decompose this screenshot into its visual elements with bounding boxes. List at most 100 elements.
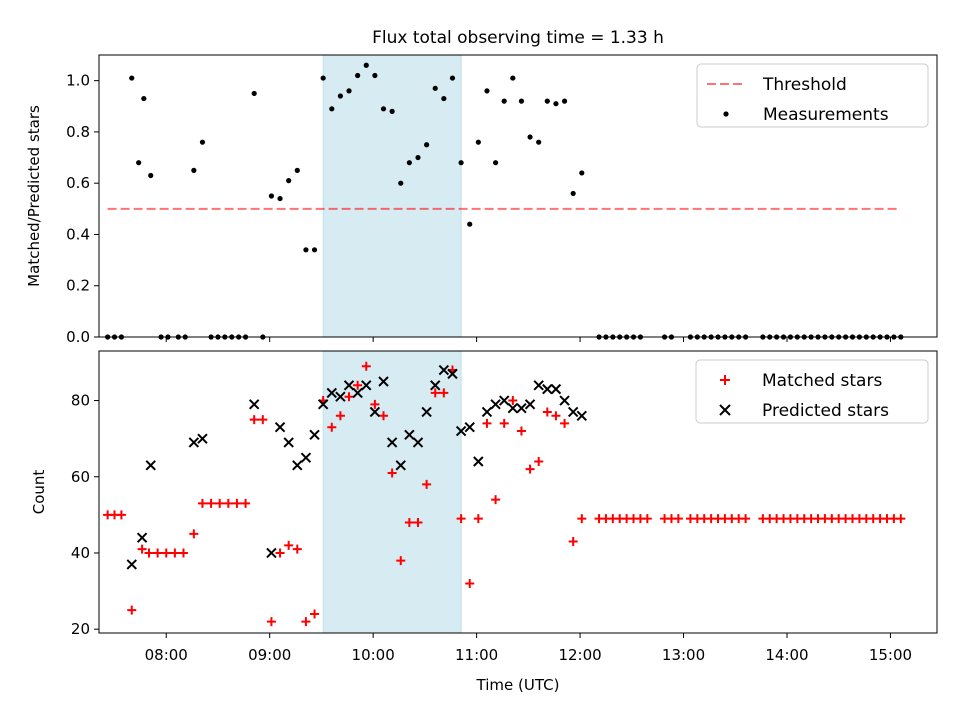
top-panel: 0.0 0.2 0.4 0.6 0.8 1.0 Matched/Predicted star… (25, 54, 938, 346)
data-point (475, 139, 481, 145)
data-point (386, 437, 398, 448)
data-point (353, 380, 363, 390)
data-point (206, 498, 216, 508)
legend-box (695, 359, 929, 424)
data-point (249, 415, 259, 425)
data-point (432, 85, 438, 91)
data-point (292, 544, 302, 554)
data-point (215, 498, 225, 508)
data-point (536, 139, 542, 145)
data-point (553, 101, 559, 107)
y-tick-label: 0.4 (66, 225, 90, 243)
y-tick-label: 0.2 (66, 277, 90, 295)
data-point (286, 178, 292, 184)
data-point (458, 160, 464, 166)
data-point (525, 464, 535, 474)
data-point (361, 361, 371, 371)
data-point (346, 88, 352, 94)
x-axis-label: Time (UTC) (476, 676, 560, 694)
y-tick-label: 1.0 (66, 72, 90, 90)
data-point (396, 556, 406, 566)
data-point (421, 406, 432, 418)
data-point (126, 559, 137, 570)
data-point (481, 406, 493, 418)
x-tick-label: 15:00 (869, 646, 912, 664)
data-point (251, 90, 257, 97)
data-point (369, 406, 381, 418)
y-tick-label: 60 (71, 468, 90, 486)
data-point (188, 437, 200, 448)
data-point (439, 388, 449, 398)
data-point (127, 605, 137, 615)
data-point (337, 93, 343, 99)
data-point (492, 160, 499, 166)
data-point (144, 548, 154, 558)
y-tick-label: 40 (71, 544, 90, 562)
data-point (189, 529, 199, 539)
data-point (430, 388, 440, 398)
axes-frame (98, 54, 938, 338)
legend-marker (720, 375, 730, 385)
data-point (361, 380, 372, 391)
data-point (579, 170, 585, 176)
data-point (673, 514, 683, 524)
data-point (412, 437, 424, 448)
data-point (642, 514, 652, 524)
data-point (561, 98, 568, 104)
data-point (456, 514, 466, 524)
data-point (116, 510, 126, 520)
series-predicted-stars (126, 364, 588, 570)
data-point (507, 402, 519, 414)
data-point (378, 376, 389, 387)
data-point (223, 498, 233, 508)
y-tick-label: 0.6 (66, 174, 90, 192)
data-point (441, 95, 447, 102)
data-point (326, 387, 337, 399)
data-point (484, 88, 490, 94)
data-point (266, 547, 277, 559)
data-point (343, 380, 355, 391)
data-point (178, 548, 188, 558)
data-point (370, 399, 380, 409)
x-tick-label: 11:00 (455, 646, 498, 664)
data-point (467, 221, 473, 227)
data-point (741, 514, 751, 524)
legend-label: Matched stars (762, 371, 882, 391)
data-point (482, 418, 492, 428)
y-tick-label: 20 (71, 620, 90, 638)
data-point (170, 548, 180, 558)
legend: Threshold Measurements (696, 63, 929, 128)
data-point (363, 62, 369, 68)
data-point (465, 578, 475, 588)
data-point (395, 460, 406, 471)
legend-marker (723, 111, 729, 117)
x-tick-label: 09:00 (248, 646, 291, 664)
data-point (473, 456, 484, 467)
data-point (568, 537, 578, 547)
data-point (266, 617, 276, 627)
axes-frame (98, 350, 938, 634)
data-point (534, 457, 544, 467)
data-point (567, 406, 579, 418)
series-matched-stars (103, 361, 906, 627)
data-point (275, 548, 285, 558)
data-point (335, 391, 346, 402)
data-point (491, 495, 501, 505)
data-point (268, 193, 275, 199)
data-point (379, 411, 389, 421)
data-point (559, 395, 570, 406)
legend-box (696, 63, 929, 128)
chart-title: Flux total observing time = 1.33 h (372, 28, 664, 48)
data-point (438, 364, 450, 376)
data-point (153, 548, 163, 558)
data-point (404, 429, 415, 441)
data-point (161, 548, 171, 558)
data-point (274, 422, 286, 433)
data-point (277, 195, 283, 202)
data-point (398, 180, 404, 186)
data-point (241, 498, 251, 508)
data-point (258, 415, 268, 425)
data-point (498, 395, 510, 406)
bottom-panel: 20 40 60 80 08:00 09:00 10:00 11:00 12:00 13:00 14… (30, 350, 938, 694)
data-point (309, 429, 320, 441)
